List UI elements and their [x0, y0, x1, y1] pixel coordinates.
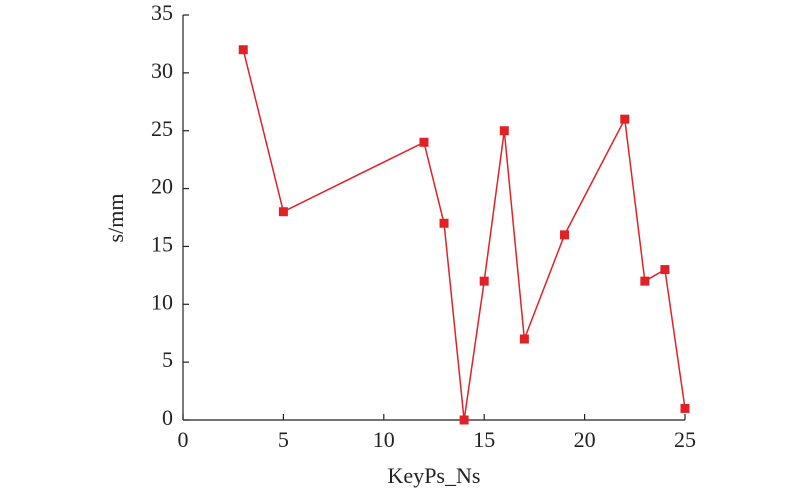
y-tick-label: 15 — [151, 231, 173, 256]
marker — [680, 403, 690, 413]
y-tick-label: 25 — [151, 116, 173, 141]
marker — [560, 230, 570, 240]
y-axis-label: s/mm — [103, 194, 128, 243]
marker — [519, 334, 529, 344]
marker — [499, 126, 509, 136]
marker — [660, 265, 670, 275]
marker — [238, 45, 248, 55]
marker — [419, 137, 429, 147]
marker — [479, 276, 489, 286]
x-axis-label: KeyPs_Ns — [388, 463, 481, 488]
marker — [640, 276, 650, 286]
y-tick-label: 30 — [151, 58, 173, 83]
y-tick-label: 0 — [162, 405, 173, 430]
marker — [620, 114, 630, 124]
x-tick-label: 0 — [178, 427, 189, 452]
x-tick-label: 15 — [473, 427, 495, 452]
x-tick-label: 25 — [674, 427, 696, 452]
x-tick-label: 5 — [278, 427, 289, 452]
y-tick-label: 35 — [151, 0, 173, 25]
y-tick-label: 20 — [151, 174, 173, 199]
x-tick-label: 10 — [373, 427, 395, 452]
marker — [278, 207, 288, 217]
y-tick-label: 10 — [151, 289, 173, 314]
y-tick-label: 5 — [162, 347, 173, 372]
x-tick-label: 20 — [574, 427, 596, 452]
marker — [459, 415, 469, 425]
series-line — [242, 49, 686, 421]
marker — [439, 218, 449, 228]
